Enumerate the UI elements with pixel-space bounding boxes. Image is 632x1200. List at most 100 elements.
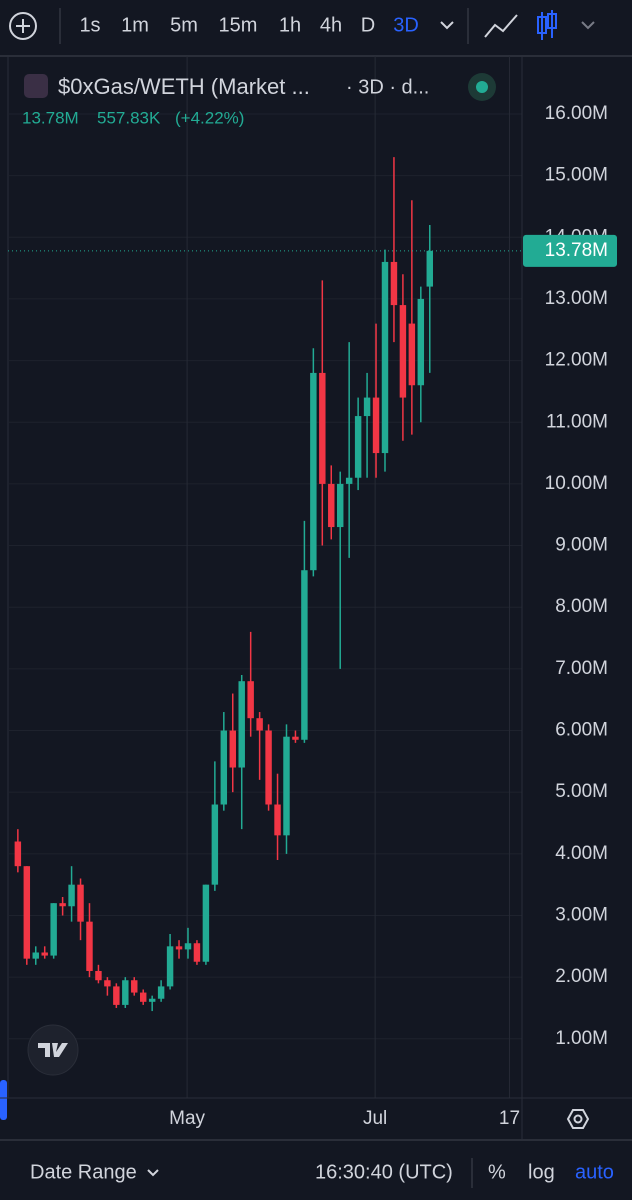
candle-body — [95, 970, 102, 981]
percent-toggle[interactable]: % — [488, 1161, 506, 1183]
candle-body — [23, 866, 31, 959]
auto-toggle[interactable]: auto — [575, 1161, 614, 1183]
candle-body — [372, 397, 380, 454]
candle-body — [319, 372, 326, 484]
chart-panel — [0, 52, 632, 1200]
legend-change: 557.83K — [97, 108, 161, 127]
y-tick-label: 5.00M — [555, 781, 608, 802]
candle-body — [399, 305, 407, 398]
candle-body — [86, 921, 93, 971]
add-icon — [16, 19, 30, 33]
candle-body — [381, 261, 389, 454]
y-tick-label: 1.00M — [555, 1028, 608, 1049]
y-tick-label: 6.00M — [555, 720, 608, 741]
candle-body — [157, 986, 165, 999]
interval-button[interactable]: 1m — [121, 14, 149, 36]
symbol-icon — [24, 74, 48, 98]
candle-body — [14, 841, 22, 867]
candle-body — [59, 903, 66, 907]
legend-price: 13.78M — [22, 108, 79, 127]
chart-type-dropdown[interactable] — [581, 21, 595, 30]
x-tick-label: Jul — [363, 1108, 387, 1129]
candle-body — [229, 730, 236, 768]
interval-button[interactable]: 1s — [79, 14, 100, 36]
candle-body — [68, 884, 75, 907]
candle-body — [184, 943, 192, 950]
candle-body — [390, 261, 398, 306]
candle-body — [247, 681, 254, 719]
candle-body — [310, 372, 317, 571]
y-tick-label: 7.00M — [555, 658, 608, 679]
date-range-chevron — [147, 1169, 159, 1177]
y-tick-label: 9.00M — [555, 535, 608, 556]
y-tick-label: 10.00M — [545, 473, 608, 494]
candle-body — [148, 998, 156, 1002]
candle-body — [336, 483, 344, 528]
candle-body — [41, 952, 48, 956]
candle-body — [131, 980, 138, 993]
log-toggle[interactable]: log — [528, 1161, 555, 1183]
candle-body — [256, 718, 263, 731]
candle-body — [104, 980, 111, 987]
interval-button[interactable]: D — [361, 14, 375, 36]
interval-button[interactable]: 15m — [219, 14, 258, 36]
candle-body — [113, 986, 120, 1005]
y-tick-label: 12.00M — [545, 350, 608, 371]
candle-body — [32, 952, 39, 959]
candle-body — [202, 884, 210, 962]
line-chart-button[interactable] — [484, 14, 518, 38]
candle-chart-button[interactable] — [537, 10, 557, 40]
interval-button[interactable]: 3D — [393, 14, 419, 36]
symbol-interval: · 3D · d... — [346, 76, 429, 98]
candle-body — [363, 397, 371, 417]
candle-body — [77, 884, 84, 922]
legend-change-pct: (+4.22%) — [175, 108, 244, 127]
candle-body — [265, 730, 272, 805]
x-tick-label: 17 — [499, 1108, 520, 1129]
status-dot — [476, 81, 488, 93]
interval-button[interactable]: 1h — [279, 14, 301, 36]
candle-body — [354, 416, 362, 478]
candle-body — [292, 736, 299, 740]
plot — [8, 56, 522, 1098]
y-tick-label: 13.00M — [545, 288, 608, 309]
last-price-label: 13.78M — [545, 240, 608, 261]
tv-logo-mark — [38, 1043, 68, 1057]
date-range-button[interactable]: Date Range — [30, 1161, 137, 1183]
settings-button[interactable] — [566, 1109, 590, 1129]
interval-dropdown[interactable] — [440, 21, 454, 30]
candle-body — [283, 736, 290, 836]
clock: 16:30:40 (UTC) — [315, 1161, 453, 1183]
side-handle[interactable] — [0, 1080, 7, 1120]
candle-body — [408, 323, 416, 386]
candle-body — [220, 730, 228, 805]
candle-body — [328, 483, 335, 528]
candle-body — [211, 804, 219, 885]
add-button[interactable] — [9, 12, 37, 40]
candle-body — [122, 980, 129, 1005]
candle-body — [166, 946, 174, 987]
last-price-badge — [523, 234, 617, 267]
y-tick-label: 4.00M — [555, 843, 608, 864]
candle-body — [345, 477, 353, 484]
y-tick-label: 2.00M — [555, 966, 608, 987]
interval-button[interactable]: 4h — [320, 14, 342, 36]
candle-body — [193, 943, 201, 962]
symbol-name: $0xGas/WETH (Market ... — [58, 74, 310, 99]
y-tick-label: 11.00M — [546, 411, 608, 432]
x-tick-label: May — [169, 1108, 205, 1129]
candle-body — [175, 946, 183, 950]
candle-body — [50, 903, 57, 956]
candle-body — [426, 250, 433, 287]
candle-body — [417, 298, 425, 386]
y-tick-label: 8.00M — [555, 596, 608, 617]
candle-body — [139, 992, 147, 1002]
y-tick-label: 15.00M — [545, 165, 608, 186]
candle-body — [301, 570, 308, 740]
y-tick-label: 16.00M — [545, 103, 608, 124]
y-tick-label: 3.00M — [555, 905, 608, 926]
candle-body — [238, 681, 245, 768]
interval-button[interactable]: 5m — [170, 14, 198, 36]
